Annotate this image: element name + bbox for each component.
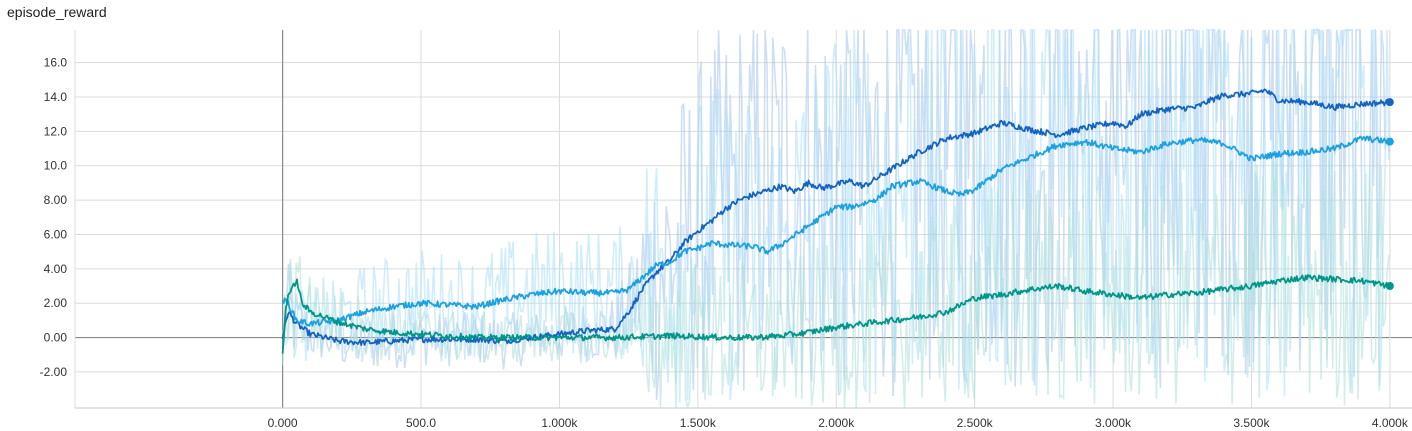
y-tick-label: 0.00 <box>44 331 68 345</box>
y-tick-label: -2.00 <box>40 365 68 379</box>
x-tick-label: 2.500k <box>957 416 994 430</box>
series-2-endpoint <box>1385 137 1394 146</box>
x-tick-label: 3.000k <box>1095 416 1132 430</box>
y-tick-label: 6.00 <box>44 227 68 241</box>
raw-series-1 <box>281 29 1390 401</box>
smoothed-series-layer <box>281 88 1394 354</box>
x-tick-label: 2.000k <box>818 416 855 430</box>
x-tick-label: 0.000 <box>268 416 298 430</box>
y-tick-label: 16.0 <box>44 56 68 70</box>
y-tick-label: 10.0 <box>44 159 68 173</box>
x-tick-label: 3.500k <box>1233 416 1270 430</box>
x-tick-label: 1.000k <box>541 416 578 430</box>
y-tick-label: 14.0 <box>44 90 68 104</box>
y-tick-label: 2.00 <box>44 296 68 310</box>
y-tick-label: 8.00 <box>44 193 68 207</box>
x-tick-label: 4.000k <box>1372 416 1409 430</box>
raw-series-layer <box>281 27 1390 409</box>
y-tick-label: 4.00 <box>44 262 68 276</box>
series-3-line <box>281 274 1391 354</box>
axes: -2.00 0.00 2.00 4.00 6.00 8.00 10.0 12.0 14.0 16.… <box>40 30 1412 430</box>
series-3-endpoint <box>1385 282 1394 291</box>
series-2-line <box>281 135 1391 327</box>
raw-series-2 <box>282 27 1390 404</box>
series-1-endpoint <box>1385 98 1394 107</box>
chart-title: episode_reward <box>7 4 107 20</box>
x-tick-label: 1.500k <box>680 416 717 430</box>
x-tick-label: 500.0 <box>406 416 436 430</box>
series-1-line <box>281 88 1391 346</box>
y-tick-label: 12.0 <box>44 124 68 138</box>
raw-series-3 <box>281 159 1390 409</box>
